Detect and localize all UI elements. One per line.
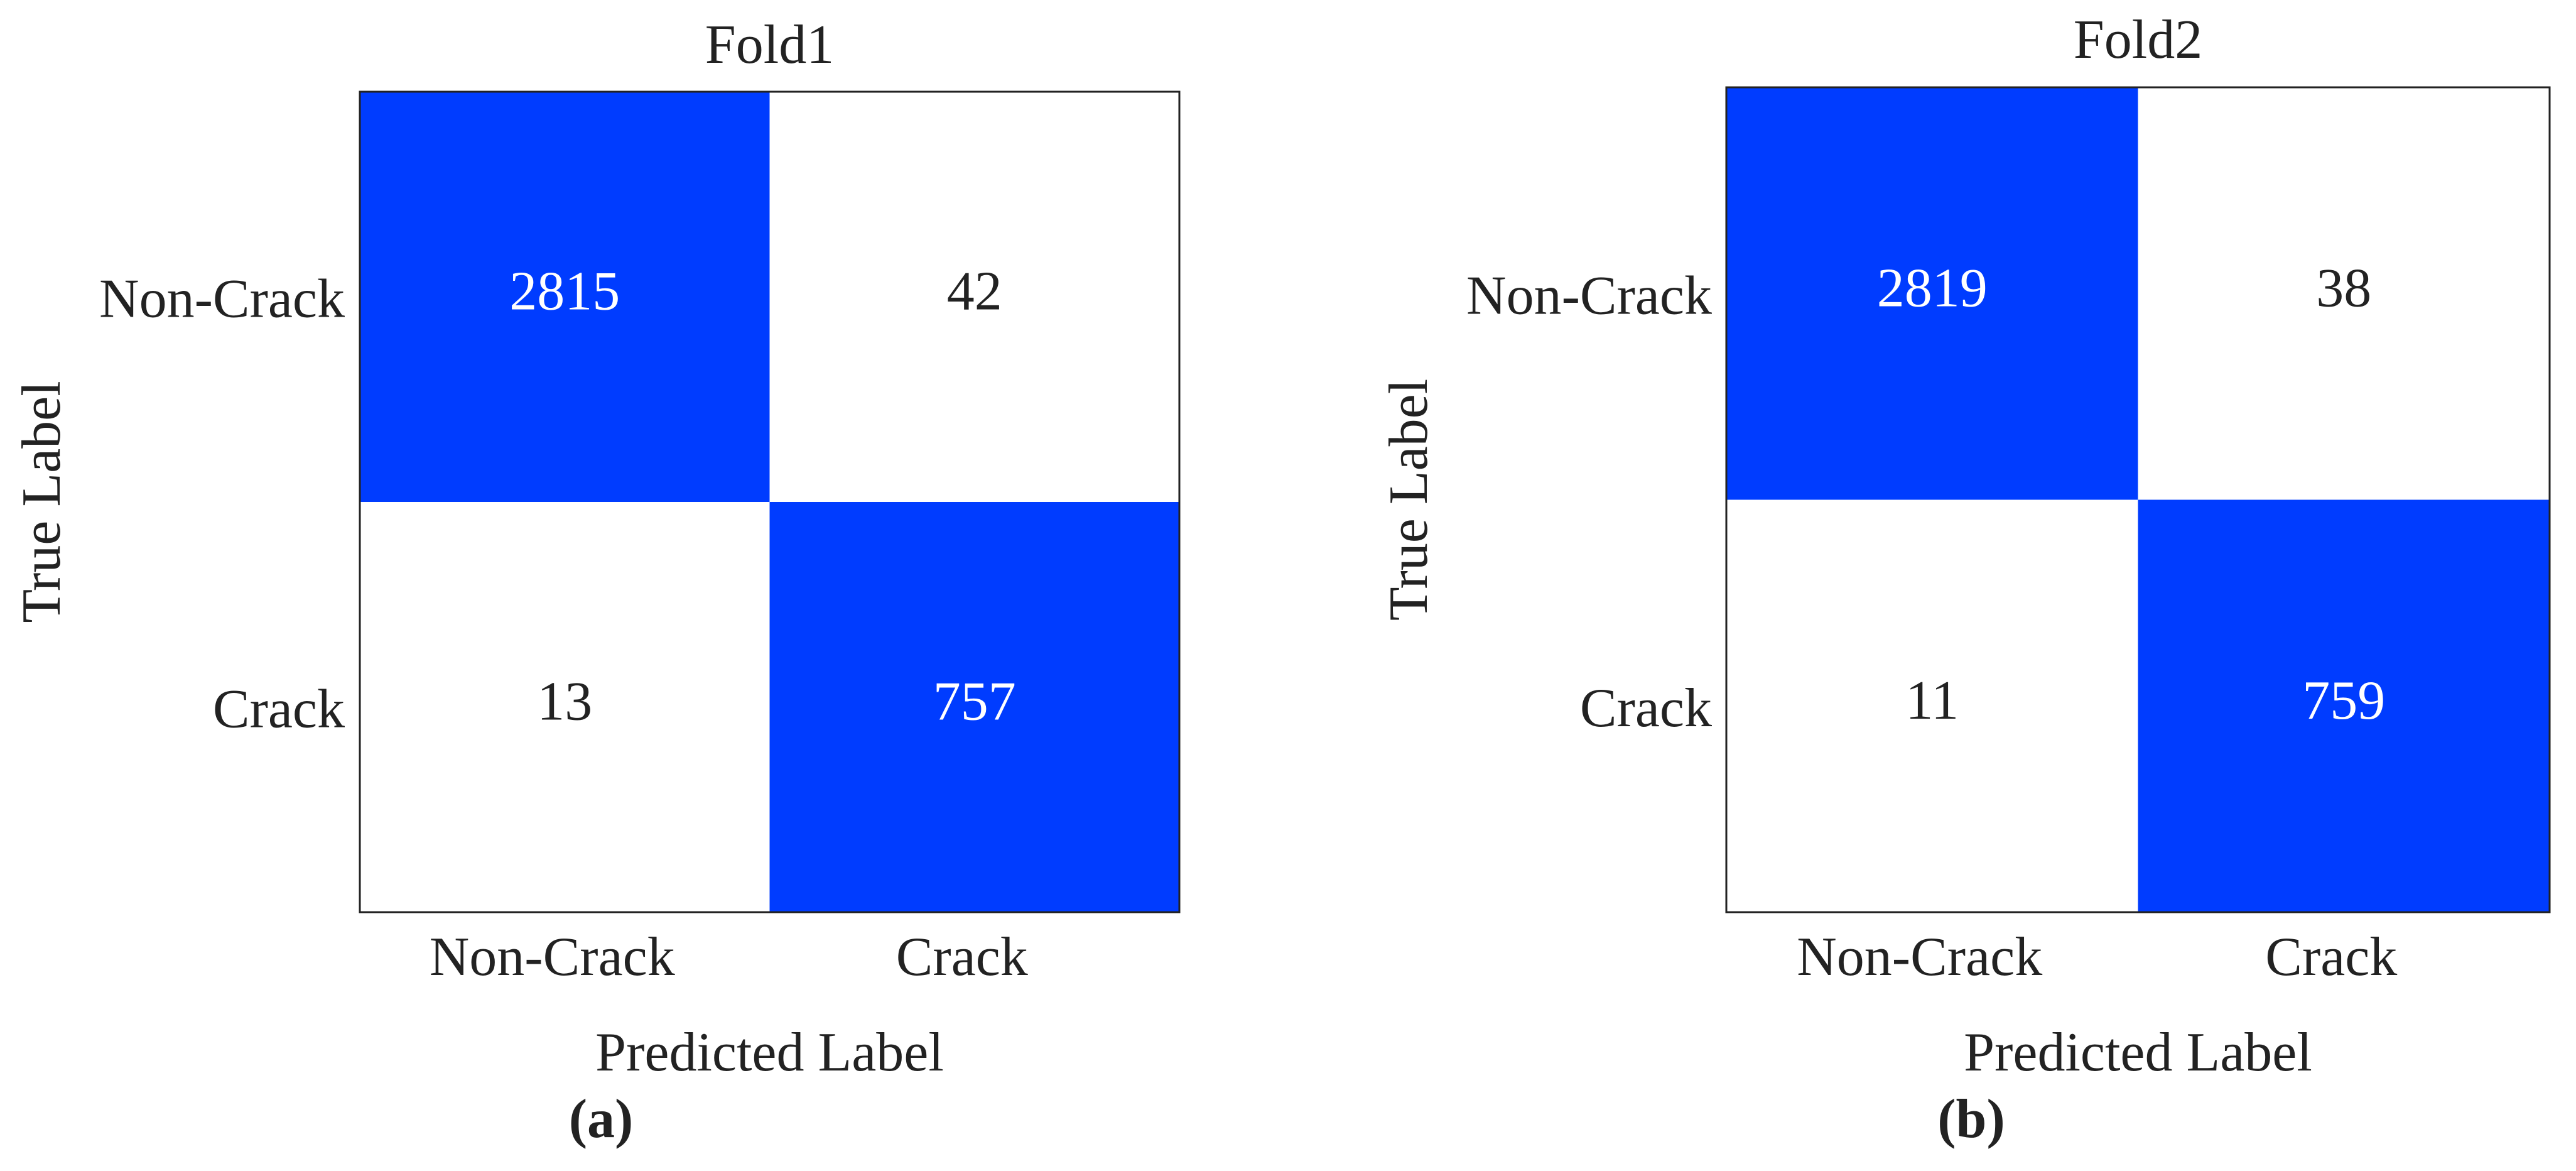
plot-frame (359, 90, 1181, 913)
x-tick-label: Non-Crack (1797, 927, 2042, 988)
cell-value: 2815 (509, 261, 620, 322)
plot-frame (1725, 86, 2551, 913)
cell-value: 757 (933, 672, 1016, 733)
cell (360, 92, 770, 502)
y-axis-label: True Label (11, 381, 72, 623)
y-tick-label: Crack (1580, 678, 1712, 739)
cell-value: 2819 (1877, 258, 1988, 319)
chart-title: Fold1 (705, 14, 834, 75)
cell-value: 13 (537, 672, 592, 733)
x-axis-label: Predicted Label (595, 1022, 944, 1083)
cell (2138, 499, 2550, 912)
cell-value: 38 (2316, 258, 2371, 319)
chart-title: Fold2 (2074, 9, 2202, 70)
y-tick-label: Crack (213, 679, 345, 740)
cell (360, 502, 770, 912)
cell-value: 11 (1905, 670, 1959, 731)
cell-value: 759 (2302, 670, 2385, 731)
y-tick-label: Non-Crack (99, 269, 345, 330)
cell-value: 42 (947, 261, 1002, 322)
x-tick-label: Non-Crack (430, 927, 675, 988)
cell (769, 92, 1179, 502)
cell (1726, 499, 2138, 912)
panel-label: (a) (569, 1089, 634, 1150)
x-tick-label: Crack (896, 927, 1028, 988)
cell (769, 502, 1179, 912)
panel-label: (b) (1937, 1089, 2005, 1150)
y-tick-label: Non-Crack (1466, 265, 1712, 326)
y-axis-label: True Label (1378, 379, 1439, 621)
cell (2138, 87, 2550, 500)
x-axis-label: Predicted Label (1964, 1022, 2312, 1083)
x-tick-label: Crack (2265, 927, 2397, 988)
cell (1726, 87, 2138, 500)
